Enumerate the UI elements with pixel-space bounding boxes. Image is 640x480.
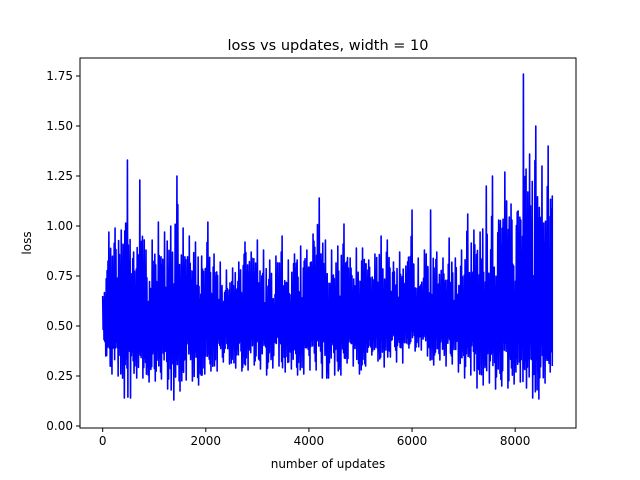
y-axis-ticks: 0.00 0.25 0.50 0.75 1.00 1.25 1.50 1.75 bbox=[46, 69, 80, 433]
y-tick-label: 1.75 bbox=[46, 69, 73, 83]
y-tick-label: 1.50 bbox=[46, 119, 73, 133]
y-tick-label: 1.00 bbox=[46, 219, 73, 233]
x-tick-label: 0 bbox=[99, 434, 107, 448]
plot-series-group bbox=[101, 73, 554, 401]
x-tick-label: 4000 bbox=[294, 434, 325, 448]
x-axis-title: number of updates bbox=[271, 457, 386, 471]
y-tick-label: 0.75 bbox=[46, 269, 73, 283]
y-axis-title: loss bbox=[20, 231, 34, 254]
y-tick-label: 0.25 bbox=[46, 369, 73, 383]
x-axis-ticks: 0 2000 4000 6000 8000 bbox=[99, 428, 531, 448]
y-tick-label: 0.50 bbox=[46, 319, 73, 333]
y-tick-label: 0.00 bbox=[46, 419, 73, 433]
x-tick-label: 8000 bbox=[500, 434, 531, 448]
loss-series-line bbox=[101, 73, 554, 401]
chart-title: loss vs updates, width = 10 bbox=[227, 38, 428, 54]
y-tick-label: 1.25 bbox=[46, 169, 73, 183]
x-tick-label: 6000 bbox=[397, 434, 428, 448]
x-tick-label: 2000 bbox=[191, 434, 222, 448]
plot-frame bbox=[79, 57, 577, 429]
